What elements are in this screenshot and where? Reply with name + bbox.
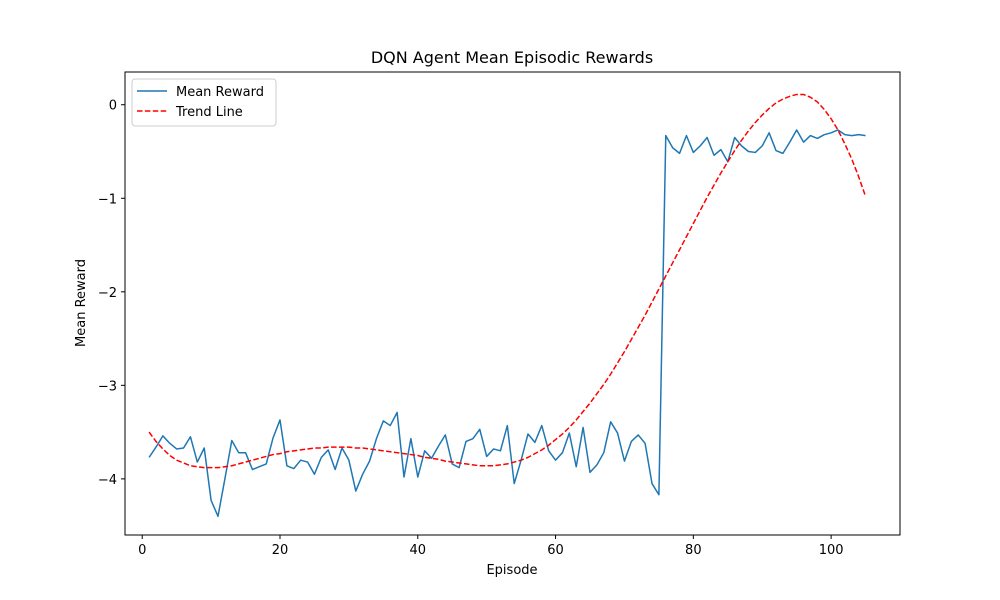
chart-title: DQN Agent Mean Episodic Rewards: [371, 48, 653, 67]
legend: Mean Reward Trend Line: [131, 78, 277, 127]
y-tick-label: −1: [98, 192, 117, 207]
x-tick-label: 60: [547, 543, 564, 558]
legend-label-trend-line: Trend Line: [175, 105, 243, 120]
x-tick-label: 40: [410, 543, 427, 558]
legend-box: [131, 78, 277, 127]
y-tick-label: 0: [109, 99, 117, 114]
y-tick-label: −2: [98, 286, 117, 301]
y-tick-label: −4: [98, 473, 117, 488]
series-layer: [148, 93, 867, 518]
y-axis: 0 −1 −2 −3 −4: [98, 99, 125, 488]
x-axis: 0 20 40 60 80 100: [138, 535, 844, 558]
x-tick-label: 80: [685, 543, 702, 558]
legend-label-mean-reward: Mean Reward: [176, 85, 264, 100]
x-axis-label: Episode: [486, 563, 537, 578]
x-tick-label: 100: [819, 543, 844, 558]
y-tick-label: −3: [98, 379, 117, 394]
plot-frame: [124, 71, 901, 536]
x-tick-label: 20: [272, 543, 289, 558]
y-axis-label: Mean Reward: [74, 259, 89, 347]
series-line-trend-line: [148, 93, 867, 469]
x-tick-label: 0: [138, 543, 146, 558]
